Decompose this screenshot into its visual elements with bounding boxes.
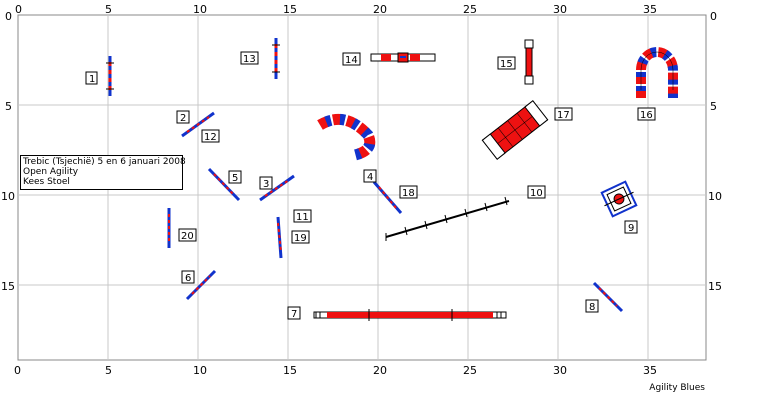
y-tick-left: 10 xyxy=(1,190,15,203)
number-box-1: 1 xyxy=(85,71,98,85)
number-box-18: 18 xyxy=(399,185,418,199)
number-box-20: 20 xyxy=(178,228,197,242)
y-tick-right: 10 xyxy=(708,190,722,203)
x-tick-bottom: 25 xyxy=(463,364,477,377)
y-tick-left: 5 xyxy=(5,100,12,113)
number-box-15: 15 xyxy=(497,56,516,70)
svg-text:9: 9 xyxy=(628,223,634,234)
obstacle-wall-14 xyxy=(370,52,436,63)
svg-text:8: 8 xyxy=(589,302,595,313)
x-tick-bottom: 15 xyxy=(283,364,297,377)
obstacle-jump-3 xyxy=(259,174,295,202)
obstacle-tunnel-12 xyxy=(317,113,376,161)
number-box-12: 12 xyxy=(201,129,220,143)
x-tick-top: 25 xyxy=(463,3,477,16)
y-tick-right: 5 xyxy=(710,100,717,113)
number-box-10: 10 xyxy=(527,185,546,199)
svg-text:6: 6 xyxy=(185,273,191,284)
info-class: Open Agility xyxy=(23,167,79,177)
svg-text:16: 16 xyxy=(640,110,653,121)
number-box-7: 7 xyxy=(287,306,301,320)
svg-text:17: 17 xyxy=(557,110,570,121)
obstacle-plank-7 xyxy=(313,309,507,321)
x-tick-top: 10 xyxy=(193,3,207,16)
obstacle-jump-11 xyxy=(276,216,283,259)
number-box-11: 11 xyxy=(293,209,312,223)
y-tick-left: 15 xyxy=(1,280,15,293)
svg-text:12: 12 xyxy=(204,132,217,143)
number-box-9: 9 xyxy=(624,220,638,234)
info-event: Trebic (Tsjechië) 5 en 6 januari 2008 xyxy=(23,157,186,167)
grid xyxy=(18,15,706,360)
svg-text:19: 19 xyxy=(294,233,307,244)
number-box-2: 2 xyxy=(176,110,190,124)
obstacle-jump-5 xyxy=(207,167,241,202)
x-tick-bottom: 0 xyxy=(14,364,21,377)
x-tick-top: 5 xyxy=(105,3,112,16)
number-box-17: 17 xyxy=(554,107,573,121)
svg-text:10: 10 xyxy=(530,188,543,199)
svg-text:20: 20 xyxy=(181,231,194,242)
svg-text:11: 11 xyxy=(296,212,309,223)
x-tick-top: 0 xyxy=(15,3,22,16)
x-axis-bottom: 0 5 10 15 20 25 30 35 xyxy=(14,364,657,377)
svg-text:7: 7 xyxy=(291,309,297,320)
x-tick-bottom: 10 xyxy=(193,364,207,377)
svg-text:3: 3 xyxy=(263,179,269,190)
y-tick-left: 0 xyxy=(5,10,12,23)
svg-text:1: 1 xyxy=(89,74,95,85)
x-tick-bottom: 5 xyxy=(105,364,112,377)
svg-text:14: 14 xyxy=(345,55,358,66)
obstacle-jump-1 xyxy=(106,56,114,96)
y-axis-right: 0 5 10 15 xyxy=(708,10,722,293)
x-axis-top: 0 5 10 15 20 25 30 35 xyxy=(15,3,657,16)
number-box-16: 16 xyxy=(637,107,656,121)
svg-text:18: 18 xyxy=(402,188,415,199)
svg-text:13: 13 xyxy=(243,54,256,65)
brand-label: Agility Blues xyxy=(649,383,705,393)
number-box-19: 19 xyxy=(291,230,310,244)
info-judge: Kees Stoel xyxy=(23,177,70,187)
y-axis-left: 0 5 10 15 xyxy=(1,10,15,293)
number-box-4: 4 xyxy=(363,169,377,183)
x-tick-bottom: 20 xyxy=(373,364,387,377)
obstacle-wall-15 xyxy=(524,39,534,85)
number-box-13: 13 xyxy=(240,51,259,65)
number-box-6: 6 xyxy=(181,270,195,284)
obstacle-jump-13 xyxy=(272,38,280,79)
x-tick-top: 20 xyxy=(373,3,387,16)
obstacle-jump-2 xyxy=(181,111,215,138)
obstacle-jump-8 xyxy=(592,281,624,313)
course-info-box: Trebic (Tsjechië) 5 en 6 januari 2008 Op… xyxy=(20,155,186,190)
x-tick-top: 35 xyxy=(643,3,657,16)
svg-text:5: 5 xyxy=(232,173,238,184)
number-box-14: 14 xyxy=(342,52,361,66)
y-tick-right: 15 xyxy=(708,280,722,293)
number-box-5: 5 xyxy=(228,170,242,184)
x-tick-bottom: 35 xyxy=(643,364,657,377)
x-tick-top: 15 xyxy=(283,3,297,16)
obstacle-aframe-17 xyxy=(481,100,549,160)
svg-text:4: 4 xyxy=(367,172,373,183)
x-tick-bottom: 30 xyxy=(553,364,567,377)
svg-text:15: 15 xyxy=(500,59,513,70)
obstacle-table-9 xyxy=(600,180,638,218)
obstacle-jump-6 xyxy=(185,269,217,301)
obstacle-tunnel-16 xyxy=(636,47,678,98)
x-tick-top: 30 xyxy=(553,3,567,16)
number-box-3: 3 xyxy=(259,176,273,190)
svg-text:2: 2 xyxy=(180,113,186,124)
y-tick-right: 0 xyxy=(710,10,717,23)
obstacle-dogwalk-10 xyxy=(385,196,510,241)
obstacle-jump-4 xyxy=(372,181,403,214)
number-box-8: 8 xyxy=(585,299,599,313)
